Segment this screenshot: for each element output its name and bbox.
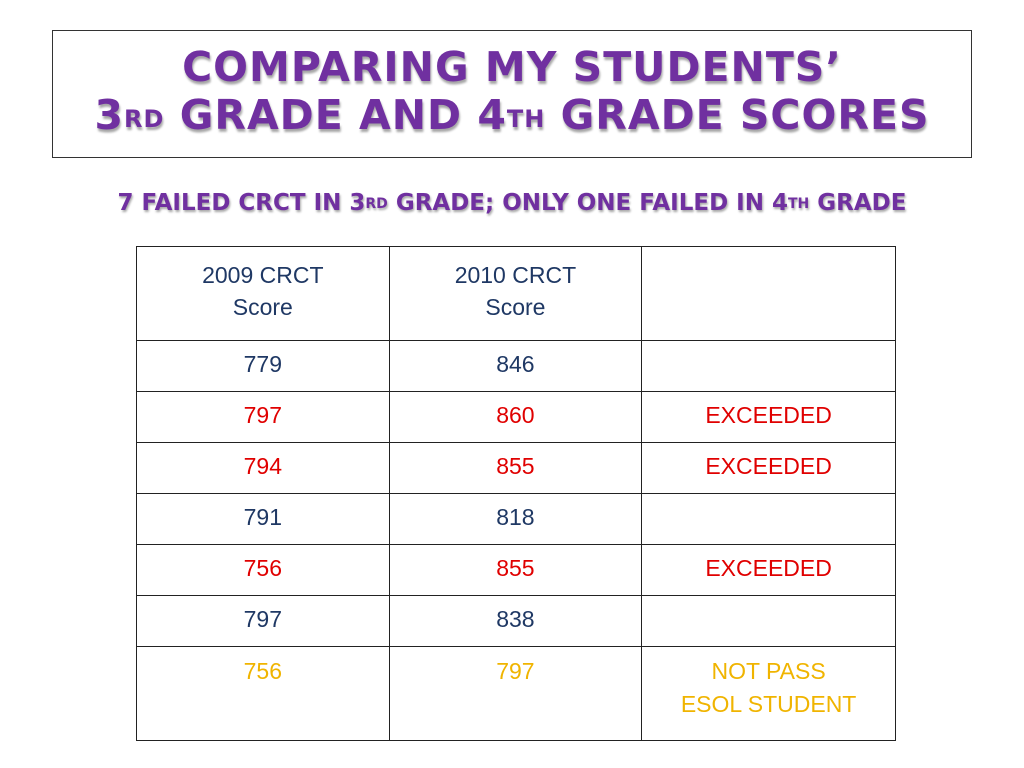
status-line: EXCEEDED — [705, 453, 832, 479]
score-2009-cell: 756 — [136, 646, 390, 741]
header-line: 2009 CRCT — [202, 262, 324, 288]
table-row: 791 818 — [136, 493, 896, 545]
status-line: NOT PASS — [711, 658, 826, 684]
header-2010-score: 2010 CRCT Score — [388, 246, 643, 341]
title-superscript: th — [506, 105, 546, 133]
status-cell: EXCEEDED — [641, 544, 896, 596]
subtitle-superscript: rd — [365, 196, 388, 212]
score-2009-cell: 794 — [136, 442, 390, 494]
scores-table: 2009 CRCT Score 2010 CRCT Score 779 846 — [136, 246, 896, 741]
status-cell — [641, 493, 896, 545]
score-2009-cell: 797 — [136, 391, 390, 443]
score-2009-cell: 791 — [136, 493, 390, 545]
subtitle: 7 failed CRCT in 3rd grade; only one fai… — [0, 186, 1024, 220]
title-superscript: rd — [124, 105, 165, 133]
title-box: Comparing my students’ 3rd grade and 4th… — [52, 30, 972, 158]
status-cell: EXCEEDED — [641, 391, 896, 443]
title-part: 3 — [94, 91, 125, 139]
score-2010-cell: 855 — [388, 544, 643, 596]
status-cell: EXCEEDED — [641, 442, 896, 494]
table-row: 756 855 EXCEEDED — [136, 544, 896, 596]
header-line: 2010 CRCT — [454, 262, 577, 288]
status-line: EXCEEDED — [705, 555, 832, 581]
status-cell — [641, 595, 896, 647]
table-row: 779 846 — [136, 340, 896, 392]
table-row: 797 838 — [136, 595, 896, 647]
title-part: grade and 4 — [164, 91, 507, 139]
table-row: 794 855 EXCEEDED — [136, 442, 896, 494]
status-cell — [641, 340, 896, 392]
score-2009-cell: 756 — [136, 544, 390, 596]
header-status — [641, 246, 896, 341]
header-line: Score — [232, 294, 293, 320]
title-line-2: 3rd grade and 4th grade scores — [53, 91, 971, 139]
score-2010-cell: 838 — [388, 595, 643, 647]
title-line-1: Comparing my students’ — [182, 43, 842, 91]
subtitle-part: 7 failed CRCT in 3 — [117, 190, 366, 216]
status-line: ESOL STUDENT — [680, 691, 857, 717]
score-2009-cell: 797 — [136, 595, 390, 647]
table-row: 797 860 EXCEEDED — [136, 391, 896, 443]
subtitle-superscript: th — [788, 196, 810, 212]
score-2010-cell: 846 — [388, 340, 643, 392]
score-2009-cell: 779 — [136, 340, 390, 392]
table-header-row: 2009 CRCT Score 2010 CRCT Score — [136, 246, 896, 341]
title-part: grade scores — [545, 91, 930, 139]
subtitle-part: grade — [809, 190, 907, 216]
header-line: Score — [485, 294, 546, 320]
score-2010-cell: 797 — [388, 646, 643, 741]
subtitle-part: grade; only one failed in 4 — [387, 190, 788, 216]
table-row: 756 797 NOT PASS ESOL STUDENT — [136, 646, 896, 741]
score-2010-cell: 860 — [388, 391, 643, 443]
status-cell: NOT PASS ESOL STUDENT — [641, 646, 896, 741]
status-line: EXCEEDED — [705, 402, 832, 428]
score-2010-cell: 818 — [388, 493, 643, 545]
header-2009-score: 2009 CRCT Score — [136, 246, 390, 341]
table-body: 779 846 797 860 EXCEEDED 794 855 E — [136, 340, 896, 741]
score-2010-cell: 855 — [388, 442, 643, 494]
